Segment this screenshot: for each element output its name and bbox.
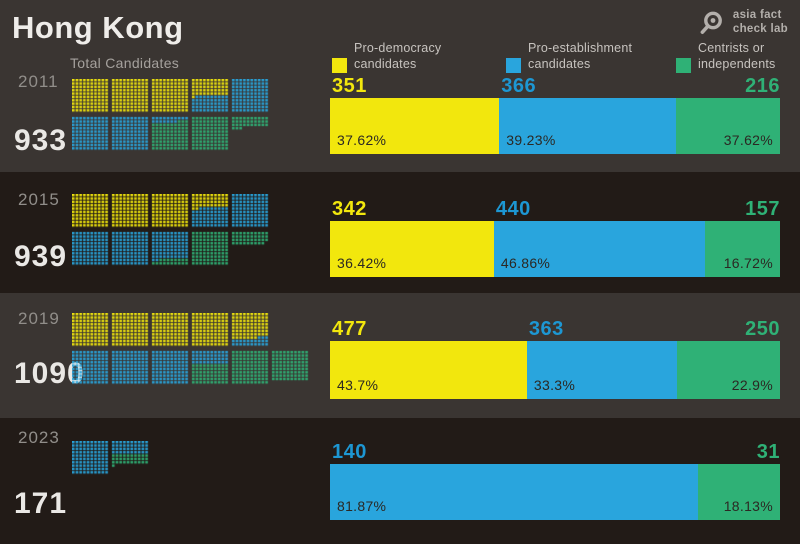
bar-segment-2023-centrists: 18.13%: [698, 464, 780, 520]
bar-value-label-2023-centrists: 31: [756, 441, 780, 463]
bar-segment-2023-pro-establishment: 81.87%: [330, 464, 699, 520]
bar-pct-label-2023-pro-establishment: 81.87%: [337, 498, 387, 514]
brand-line-2: check lab: [732, 23, 788, 35]
legend-item-pro-democracy: Pro-democracy candidates: [332, 40, 441, 74]
waffle-chart-2019: [72, 313, 318, 385]
waffle-chart-2011: [72, 79, 318, 151]
year-label-2023: 2023: [18, 428, 60, 447]
bar-value-label-2019-pro-establishment: 363: [528, 318, 564, 340]
total-candidates-2023: 171: [14, 487, 68, 520]
bar-pct-label-2019-pro-establishment: 33.3%: [533, 377, 576, 393]
bar-pct-label-2019-centrists: 22.9%: [731, 377, 773, 393]
brand-logo: asia fact check lab: [697, 8, 788, 38]
bar-value-label-2019-centrists: 250: [745, 318, 780, 340]
stacked-bar-2019: 43.7% 33.3% 22.9%: [330, 341, 780, 399]
year-label-2011: 2011: [18, 72, 59, 91]
bar-pct-label-2011-pro-democracy: 37.62%: [337, 132, 387, 148]
bar-segment-2011-pro-democracy: 37.62%: [330, 98, 500, 154]
legend-swatch-centrists: [676, 58, 691, 73]
bar-value-labels-2023: 140 31: [330, 441, 780, 463]
brand-line-1: asia fact: [732, 9, 782, 22]
bar-value-label-2011-pro-democracy: 351: [332, 75, 367, 97]
total-candidates-2015: 939: [14, 240, 68, 273]
legend-swatch-pro-establishment: [506, 58, 521, 73]
legend-item-centrists: Centrists or independents: [676, 40, 775, 74]
legend-item-pro-establishment: Pro-establishment candidates: [506, 40, 632, 74]
waffle-chart-2023: [72, 441, 318, 513]
bar-segment-2019-pro-democracy: 43.7%: [330, 341, 527, 399]
bar-value-labels-2019: 477 363 250: [330, 318, 780, 340]
bar-value-labels-2015: 342 440 157: [330, 198, 780, 220]
stacked-bar-2011: 37.62% 39.23% 37.62%: [330, 98, 781, 154]
bar-pct-label-2019-pro-democracy: 43.7%: [337, 377, 379, 393]
legend-label-centrists: Centrists or independents: [698, 41, 776, 72]
bar-pct-label-2023-centrists: 18.13%: [723, 498, 773, 514]
bar-value-label-2015-pro-democracy: 342: [332, 198, 367, 220]
bar-value-labels-2011: 351 366 216: [330, 75, 780, 97]
bar-value-label-2015-centrists: 157: [745, 198, 780, 220]
waffle-chart-2015: [72, 194, 318, 266]
stacked-bar-2023: 81.87% 18.13%: [330, 464, 780, 520]
bar-segment-2015-pro-establishment: 46.86%: [493, 221, 705, 277]
legend-label-pro-establishment: Pro-establishment candidates: [528, 41, 633, 72]
bar-pct-label-2015-pro-establishment: 46.86%: [500, 255, 551, 271]
bar-pct-label-2011-centrists: 37.62%: [723, 132, 774, 148]
bar-value-label-2011-pro-establishment: 366: [501, 75, 537, 97]
bar-segment-2019-pro-establishment: 33.3%: [526, 341, 677, 399]
bar-segment-2015-centrists: 16.72%: [704, 221, 780, 277]
bar-value-label-2011-centrists: 216: [745, 75, 780, 97]
bar-segment-2019-centrists: 22.9%: [676, 341, 780, 399]
bar-value-label-2019-pro-democracy: 477: [332, 318, 367, 340]
page-title: Hong Kong: [12, 10, 184, 45]
bar-segment-2011-centrists: 37.62%: [675, 98, 781, 154]
legend-label-pro-democracy: Pro-democracy candidates: [354, 41, 442, 72]
bar-value-label-2023-pro-establishment: 140: [332, 441, 367, 463]
year-label-2015: 2015: [18, 190, 60, 209]
bar-pct-label-2015-pro-democracy: 36.42%: [337, 255, 387, 271]
bar-pct-label-2011-pro-establishment: 39.23%: [506, 132, 556, 148]
stacked-bar-2015: 36.42% 46.86% 16.72%: [330, 221, 780, 277]
total-candidates-2011: 933: [14, 124, 68, 157]
year-label-2019: 2019: [18, 309, 60, 328]
bar-segment-2015-pro-democracy: 36.42%: [330, 221, 494, 277]
magnifier-icon: [697, 8, 727, 38]
bar-pct-label-2015-centrists: 16.72%: [723, 255, 773, 271]
bar-value-label-2015-pro-establishment: 440: [495, 198, 531, 220]
legend-swatch-pro-democracy: [332, 58, 347, 73]
brand-text: asia fact check lab: [733, 9, 788, 37]
bar-segment-2011-pro-establishment: 39.23%: [499, 98, 676, 154]
waffle-chart-title: Total Candidates: [70, 55, 180, 71]
